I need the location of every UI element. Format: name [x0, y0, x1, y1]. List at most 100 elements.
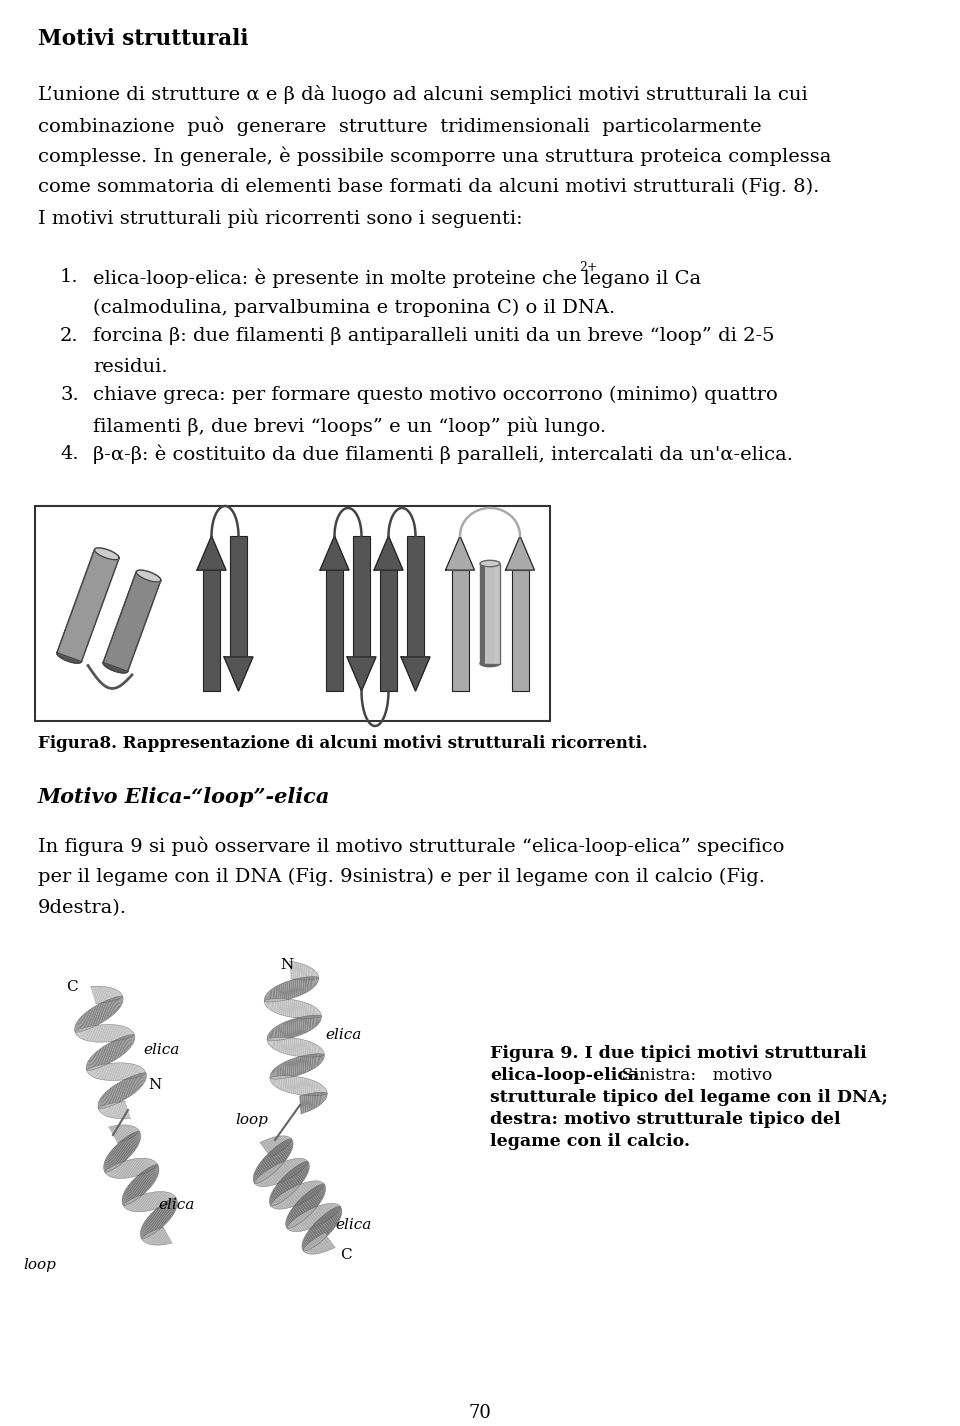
Polygon shape — [106, 1044, 112, 1062]
Polygon shape — [116, 1125, 126, 1141]
Polygon shape — [277, 1077, 279, 1089]
Polygon shape — [277, 998, 280, 1015]
Polygon shape — [335, 1206, 342, 1216]
Polygon shape — [126, 1035, 131, 1048]
Polygon shape — [299, 978, 301, 995]
Polygon shape — [273, 1028, 276, 1041]
Polygon shape — [289, 1188, 301, 1204]
Polygon shape — [128, 1078, 134, 1094]
Polygon shape — [140, 1233, 144, 1239]
Text: elica-loop-elica.: elica-loop-elica. — [490, 1067, 645, 1084]
Text: Figura8. Rappresentazione di alcuni motivi strutturali ricorrenti.: Figura8. Rappresentazione di alcuni moti… — [38, 734, 648, 752]
Polygon shape — [119, 1038, 126, 1054]
Polygon shape — [104, 572, 160, 672]
Polygon shape — [120, 1125, 129, 1139]
Polygon shape — [254, 1171, 262, 1182]
Polygon shape — [304, 977, 307, 992]
Polygon shape — [152, 1159, 156, 1166]
Polygon shape — [262, 1141, 275, 1156]
Polygon shape — [276, 1184, 288, 1198]
Polygon shape — [110, 1127, 120, 1142]
Polygon shape — [140, 1158, 149, 1172]
Polygon shape — [298, 1038, 300, 1057]
Polygon shape — [113, 1025, 120, 1041]
Polygon shape — [315, 1186, 324, 1198]
Polygon shape — [288, 981, 292, 1000]
Polygon shape — [103, 987, 109, 1002]
Polygon shape — [89, 1058, 94, 1070]
Polygon shape — [320, 1182, 324, 1186]
Polygon shape — [300, 1162, 308, 1174]
Polygon shape — [294, 978, 298, 997]
Polygon shape — [108, 1000, 114, 1015]
Polygon shape — [136, 1128, 139, 1132]
Polygon shape — [305, 1235, 315, 1248]
Polygon shape — [122, 1037, 128, 1051]
Polygon shape — [117, 1025, 123, 1040]
Polygon shape — [150, 1214, 159, 1231]
Polygon shape — [174, 1198, 178, 1205]
Polygon shape — [289, 1075, 293, 1094]
Polygon shape — [155, 1229, 164, 1245]
Polygon shape — [299, 1199, 311, 1215]
Polygon shape — [140, 1232, 144, 1239]
Polygon shape — [278, 984, 281, 1001]
Polygon shape — [129, 1035, 132, 1045]
Polygon shape — [126, 1188, 133, 1202]
Polygon shape — [308, 967, 311, 980]
Polygon shape — [113, 1085, 120, 1102]
Polygon shape — [96, 1051, 102, 1067]
Polygon shape — [107, 987, 112, 1001]
Text: β-α-β: è costituito da due filamenti β paralleli, intercalati da un'α-elica.: β-α-β: è costituito da due filamenti β p… — [93, 445, 793, 465]
Polygon shape — [95, 1065, 101, 1079]
Polygon shape — [153, 1161, 156, 1166]
Polygon shape — [253, 1176, 258, 1184]
Text: Motivi strutturali: Motivi strutturali — [38, 29, 249, 50]
Polygon shape — [287, 1137, 292, 1142]
Polygon shape — [132, 1132, 139, 1144]
Polygon shape — [133, 1127, 138, 1134]
Polygon shape — [293, 1038, 297, 1057]
Polygon shape — [256, 1168, 265, 1181]
Polygon shape — [151, 1231, 159, 1245]
Polygon shape — [142, 1195, 152, 1211]
Polygon shape — [108, 1089, 114, 1105]
Polygon shape — [329, 1204, 337, 1214]
Polygon shape — [116, 997, 120, 1008]
Polygon shape — [287, 1226, 290, 1231]
Polygon shape — [269, 1138, 280, 1152]
Text: 2.: 2. — [60, 327, 79, 345]
Polygon shape — [155, 1165, 158, 1174]
Polygon shape — [315, 1206, 326, 1222]
Polygon shape — [298, 1185, 310, 1199]
Polygon shape — [267, 1154, 279, 1169]
Polygon shape — [278, 1195, 289, 1208]
Polygon shape — [291, 1221, 300, 1232]
Polygon shape — [122, 1025, 127, 1040]
Polygon shape — [81, 1028, 85, 1041]
Polygon shape — [156, 1165, 159, 1169]
Polygon shape — [301, 1017, 305, 1034]
Polygon shape — [100, 1098, 104, 1108]
Polygon shape — [323, 1204, 333, 1216]
Polygon shape — [290, 1139, 293, 1142]
Polygon shape — [321, 1054, 323, 1062]
Polygon shape — [311, 1092, 314, 1109]
Polygon shape — [131, 1181, 140, 1198]
Polygon shape — [170, 1199, 176, 1211]
Polygon shape — [292, 961, 295, 980]
Polygon shape — [313, 1239, 324, 1252]
Polygon shape — [281, 1178, 293, 1194]
Polygon shape — [133, 1075, 139, 1089]
Polygon shape — [146, 1233, 153, 1245]
Polygon shape — [313, 1092, 316, 1108]
Polygon shape — [75, 1025, 78, 1032]
Polygon shape — [169, 1199, 176, 1212]
Polygon shape — [108, 1042, 115, 1061]
Polygon shape — [143, 1068, 145, 1074]
Polygon shape — [302, 1239, 310, 1249]
Polygon shape — [287, 1228, 288, 1229]
Polygon shape — [322, 1054, 323, 1061]
Polygon shape — [126, 1137, 135, 1152]
Polygon shape — [131, 1077, 136, 1092]
